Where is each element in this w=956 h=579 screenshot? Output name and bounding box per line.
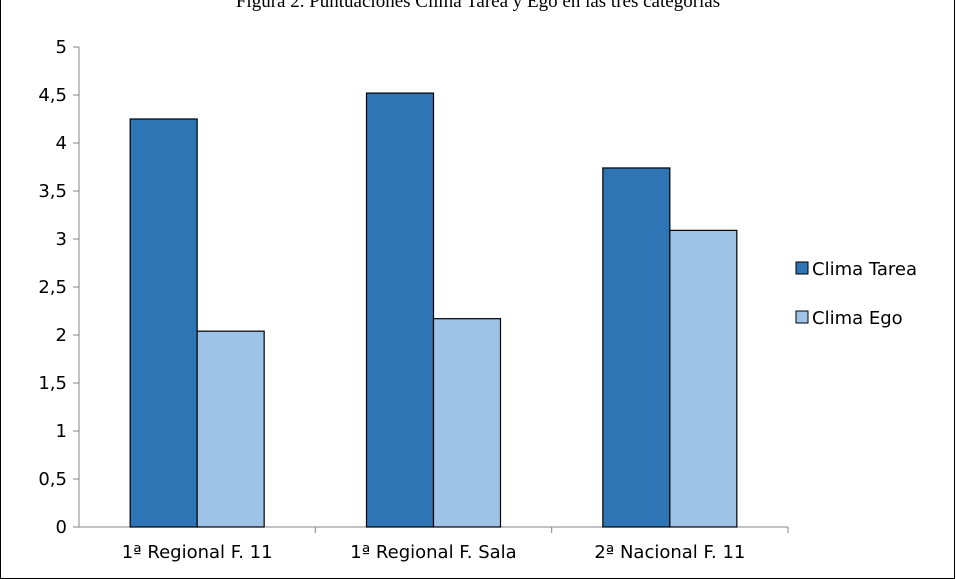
y-tick-label: 1,5 — [38, 373, 67, 394]
x-tick-label: 1ª Regional F. 11 — [122, 542, 273, 563]
plot-area: 0 0,5 1 1,5 2 2,5 3 3,5 4 4,5 5 1ª Regional F. 11 1ª… — [38, 37, 789, 563]
legend-label: Clima Ego — [812, 308, 903, 329]
legend: Clima Tarea Clima Ego — [795, 259, 917, 329]
x-tick-label: 1ª Regional F. Sala — [350, 542, 516, 563]
chart-title: Figura 2. Puntuaciones Clima Tarea y Ego… — [236, 0, 720, 12]
bar-clima-ego — [669, 229, 738, 528]
y-tick-label: 0 — [56, 517, 67, 538]
legend-label: Clima Tarea — [812, 259, 917, 280]
y-tick-label: 3 — [56, 229, 67, 250]
y-tick-label: 4,5 — [38, 85, 67, 106]
y-tick-label: 3,5 — [38, 181, 67, 202]
legend-swatch — [795, 261, 809, 275]
bar-clima-ego — [432, 318, 502, 528]
y-tick-label: 2 — [56, 325, 67, 346]
bar-clima-tarea — [129, 118, 198, 528]
y-tick-label: 0,5 — [38, 469, 67, 490]
x-tick-label: 2ª Nacional F. 11 — [594, 542, 745, 563]
y-tick-label: 4 — [56, 133, 67, 154]
y-tick-label: 1 — [56, 421, 67, 442]
bar-clima-tarea — [602, 167, 671, 528]
bar-clima-tarea — [365, 92, 435, 528]
y-tick-label: 2,5 — [38, 277, 67, 298]
bar-clima-ego — [196, 330, 265, 528]
y-tick-label: 5 — [56, 37, 67, 58]
legend-swatch — [795, 310, 809, 324]
